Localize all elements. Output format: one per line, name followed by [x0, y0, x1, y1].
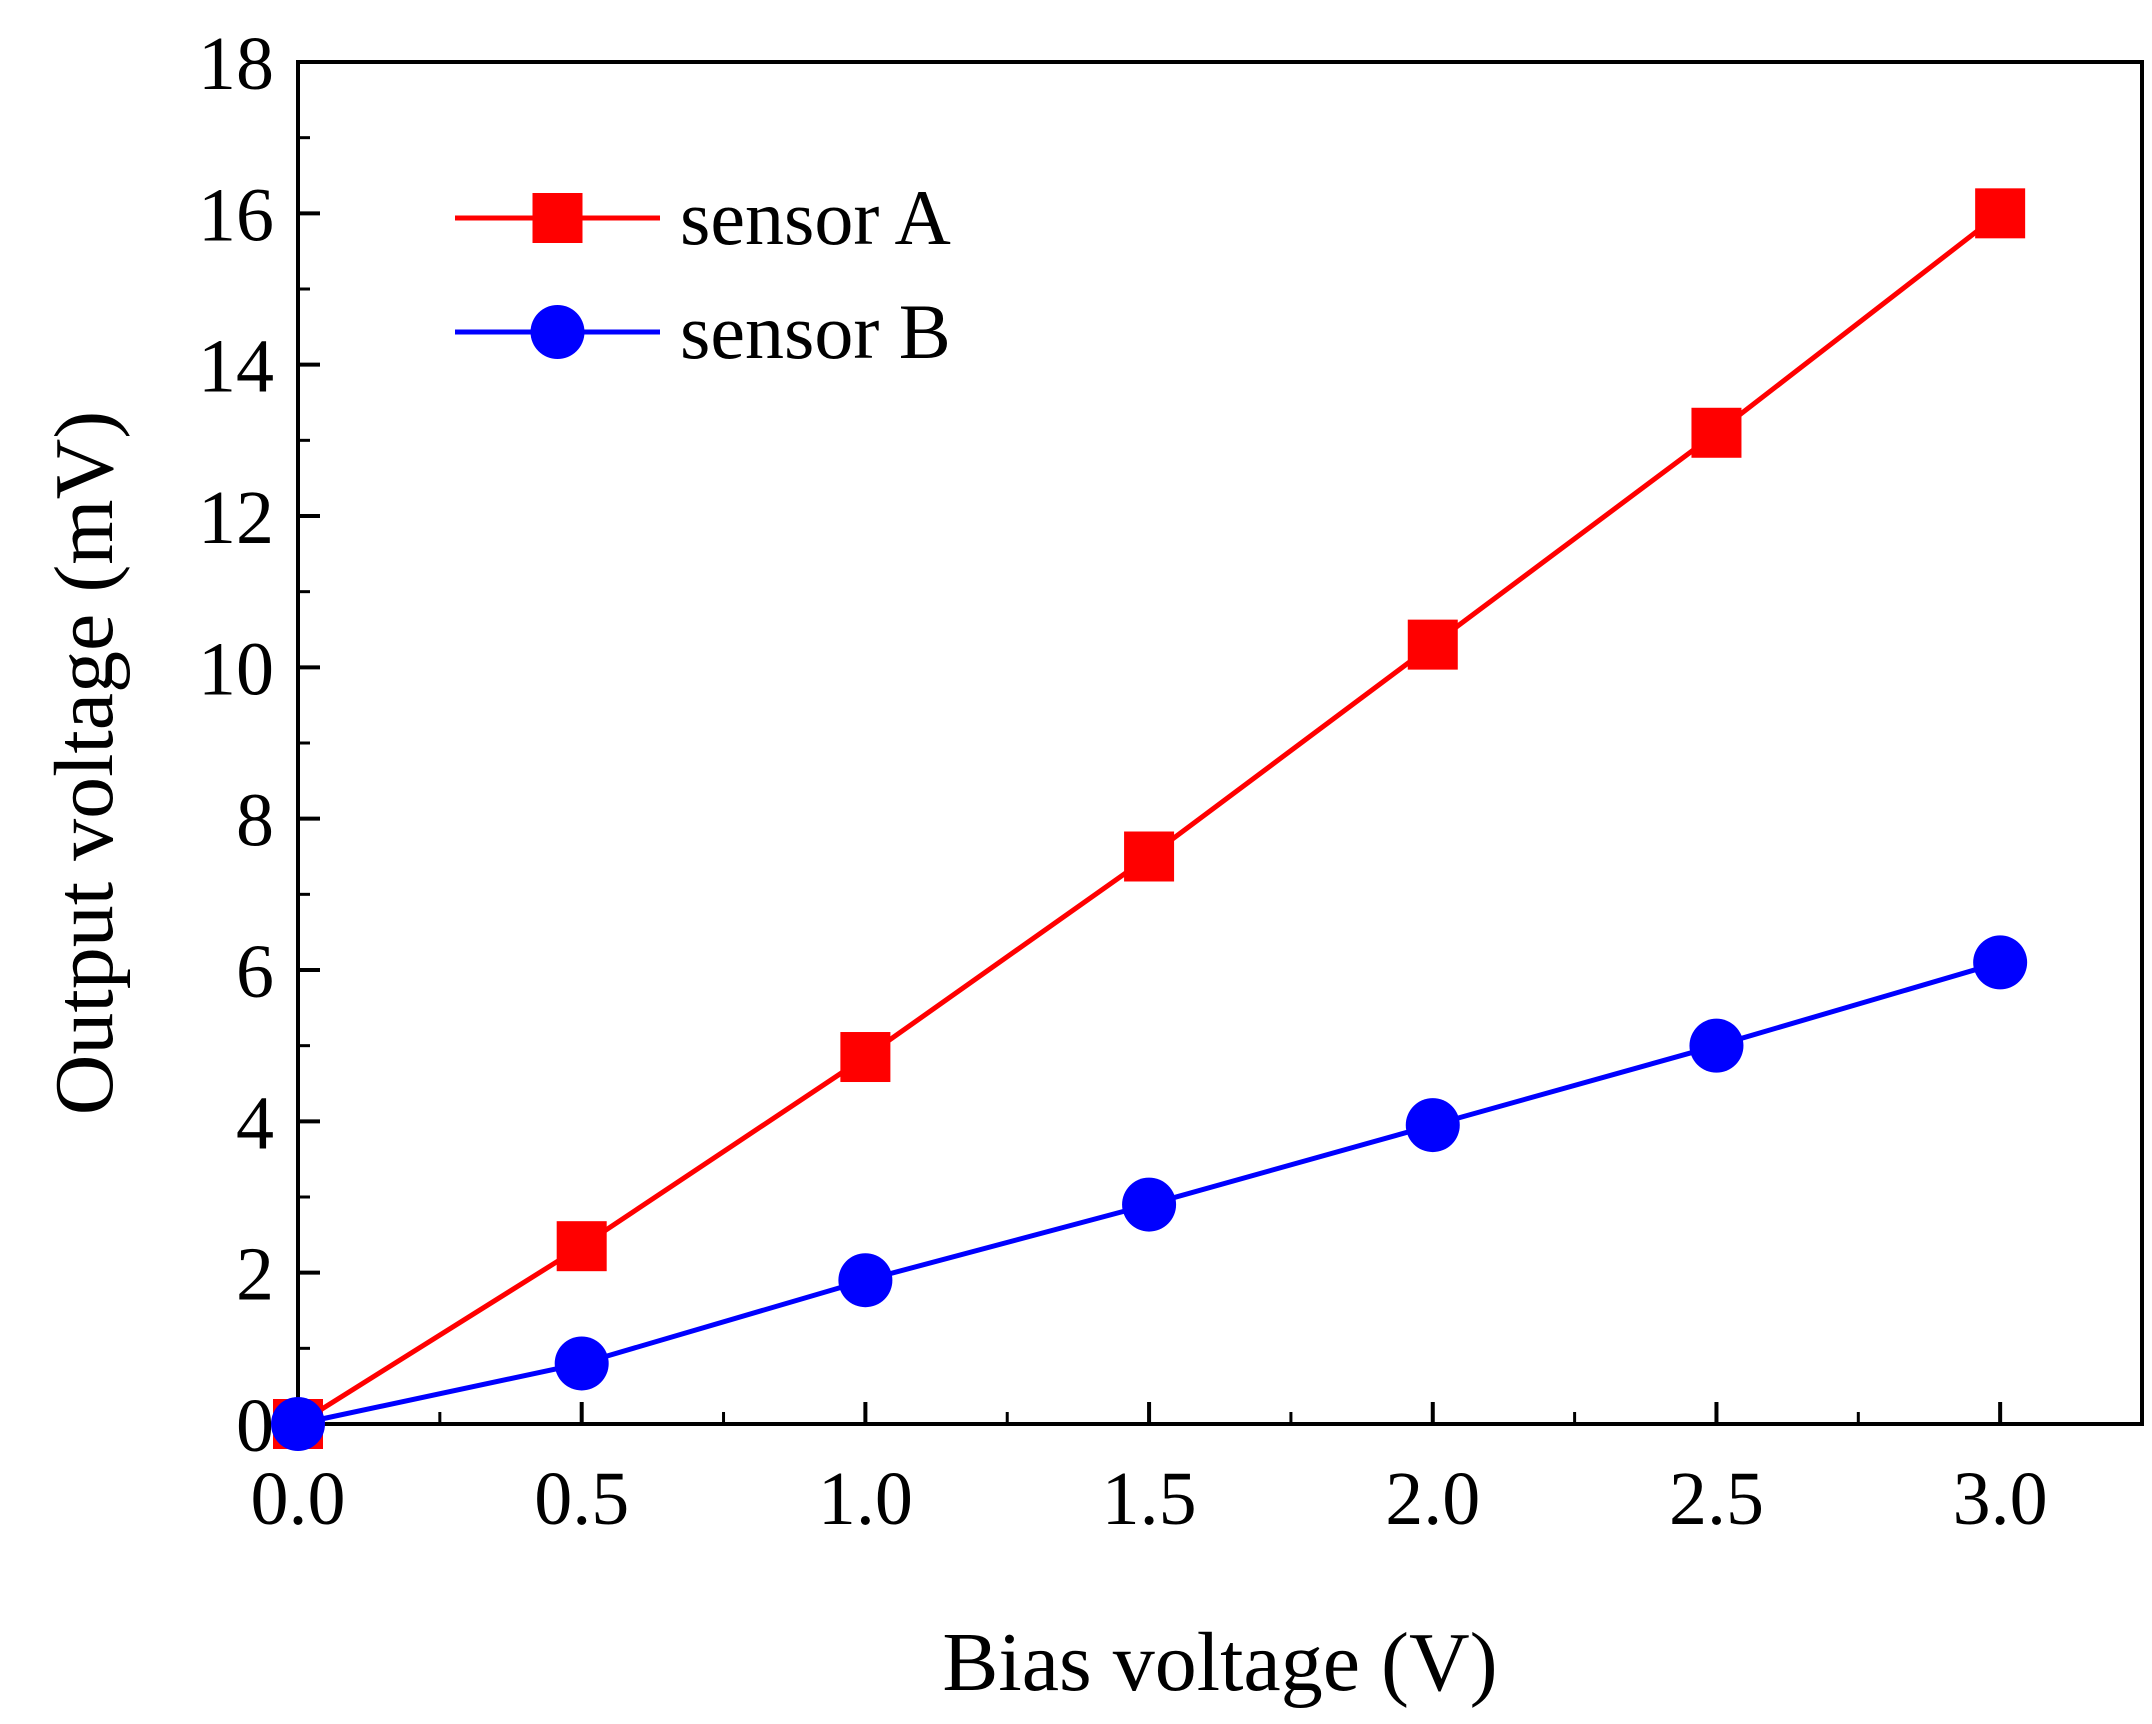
- y-tick-label: 18: [198, 22, 274, 106]
- y-axis-title: Output voltage (mV): [38, 411, 131, 1116]
- x-tick-label: 2.5: [1669, 1457, 1764, 1541]
- series-layer: [271, 188, 2028, 1451]
- data-point: [838, 1253, 893, 1308]
- data-point: [1975, 188, 2026, 239]
- y-tick-label: 16: [198, 173, 274, 257]
- data-point: [1124, 831, 1175, 882]
- x-tick-label: 0.0: [251, 1457, 346, 1541]
- legend-marker: [532, 193, 583, 243]
- series-line: [296, 211, 2002, 1427]
- y-tick-label: 14: [198, 325, 274, 409]
- data-point: [1973, 935, 2028, 990]
- x-tick-label: 3.0: [1953, 1457, 2048, 1541]
- x-tick-label: 0.5: [534, 1457, 629, 1541]
- data-point: [1691, 407, 1742, 458]
- data-point: [1405, 1098, 1460, 1153]
- legend-label: sensor A: [680, 174, 951, 261]
- data-point: [556, 1221, 607, 1272]
- data-point: [840, 1032, 891, 1083]
- data-point: [1689, 1018, 1744, 1073]
- data-point: [1407, 619, 1458, 670]
- y-tick-label: 0: [236, 1384, 274, 1468]
- data-point: [554, 1336, 609, 1391]
- axes: [296, 60, 2144, 1426]
- y-tick-label: 8: [236, 779, 274, 863]
- legend-label: sensor B: [680, 288, 951, 375]
- y-tick-label: 6: [236, 930, 274, 1014]
- series-2: [271, 935, 2028, 1451]
- y-tick-label: 10: [198, 627, 274, 711]
- legend-entry-2: sensor B: [455, 288, 951, 375]
- series-1: [273, 188, 2026, 1449]
- y-tick-label: 12: [198, 476, 274, 560]
- y-tick-label: 4: [236, 1081, 274, 1165]
- x-tick-label: 1.5: [1102, 1457, 1197, 1541]
- x-tick-label: 2.0: [1385, 1457, 1480, 1541]
- legend-marker: [530, 305, 585, 359]
- legend: sensor A sensor B: [455, 174, 951, 375]
- data-point: [1122, 1177, 1177, 1232]
- y-tick-label: 2: [236, 1233, 274, 1317]
- legend-entry-1: sensor A: [455, 174, 951, 261]
- ticks: 0.0 0.5 1.0 1.5 2.0 2.5 3.0 0 2 4 6 8 10 12 14 16 18: [198, 22, 2048, 1541]
- x-tick-label: 1.0: [818, 1457, 913, 1541]
- x-axis-title: Bias voltage (V): [942, 1616, 1497, 1709]
- data-point: [271, 1397, 325, 1451]
- plot-frame: [296, 60, 2144, 1426]
